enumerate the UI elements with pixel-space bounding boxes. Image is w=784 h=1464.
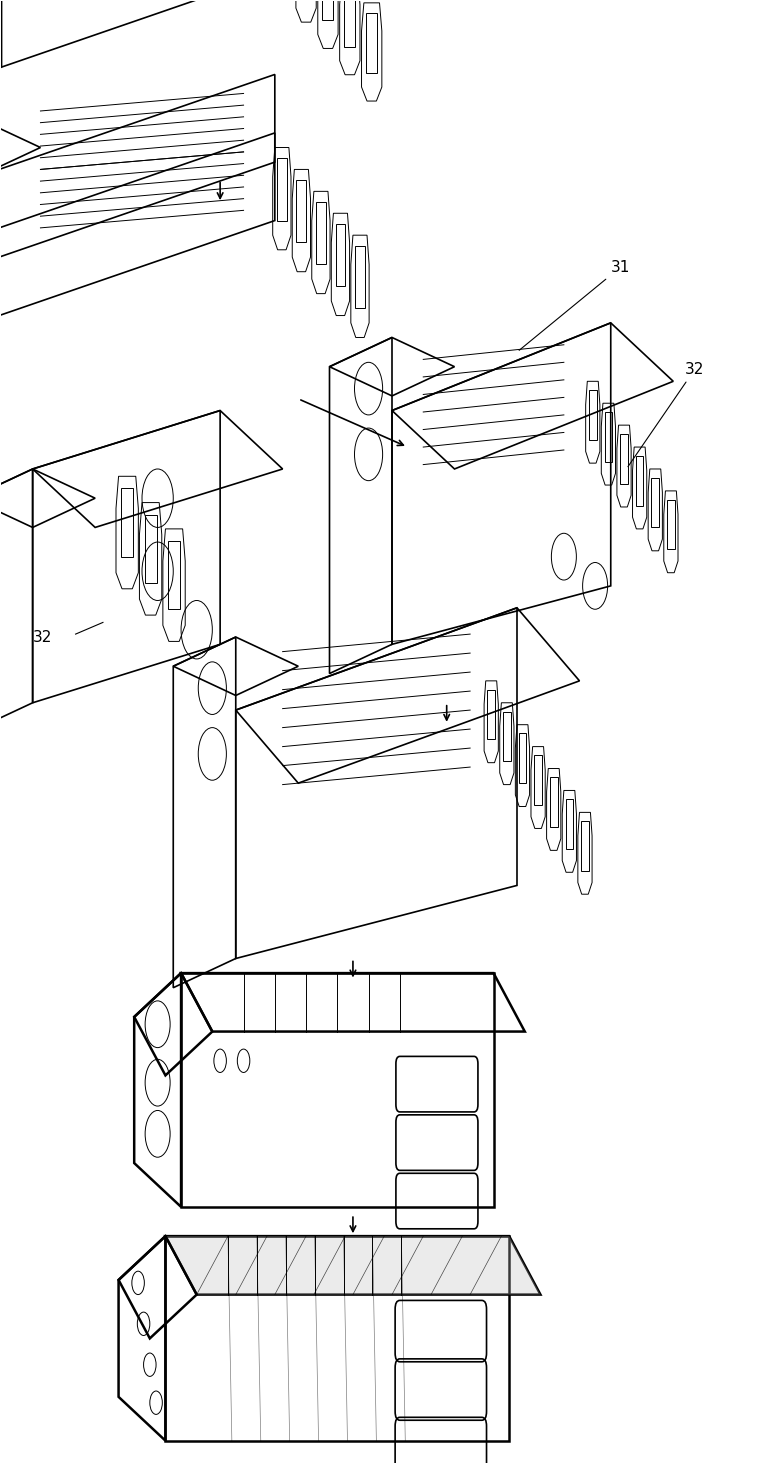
Text: 32: 32 — [33, 630, 52, 644]
Polygon shape — [165, 1236, 540, 1294]
Text: 32: 32 — [628, 362, 704, 467]
Text: 31: 31 — [519, 259, 630, 350]
